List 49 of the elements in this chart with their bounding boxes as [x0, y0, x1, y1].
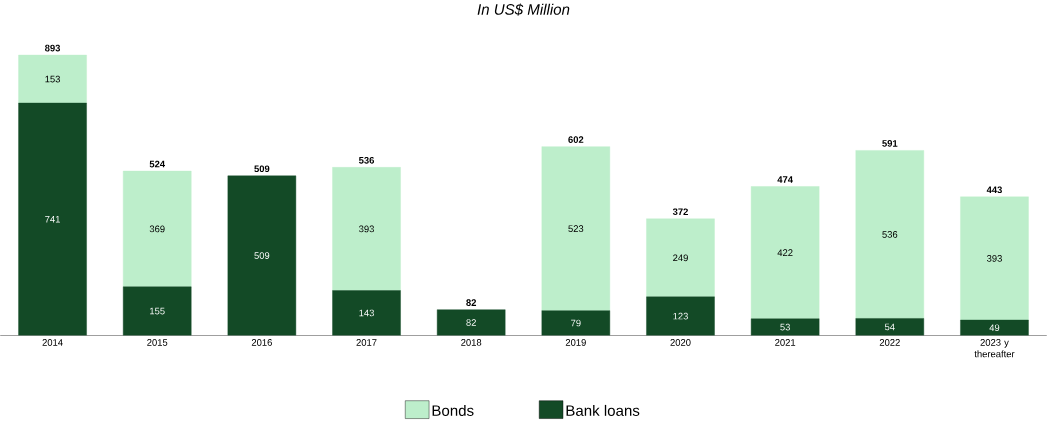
bar	[18, 55, 87, 104]
x-tick-label: 2023 y thereafter	[974, 339, 1015, 358]
data-label: 523	[568, 225, 584, 233]
data-label: 393	[359, 225, 374, 233]
x-tick-label: 2019	[565, 339, 586, 346]
bar	[541, 146, 611, 312]
total-label: 893	[44, 44, 61, 52]
data-label: 123	[673, 313, 688, 320]
data-label: 53	[780, 323, 790, 331]
data-label: 155	[150, 308, 165, 315]
total-label: 509	[254, 165, 270, 173]
x-tick-label: 2015	[147, 339, 168, 346]
data-label: 509	[254, 252, 270, 260]
data-label: 153	[45, 75, 60, 83]
legend-label: Bank loans	[566, 405, 640, 417]
bar	[960, 196, 1029, 321]
data-label: 143	[359, 309, 374, 317]
data-label: 82	[466, 319, 476, 327]
x-tick-label: 2020	[670, 339, 691, 346]
bar	[332, 167, 401, 291]
data-label: 49	[989, 324, 1000, 332]
data-label: 422	[777, 249, 793, 257]
chart-title: In US$ Million	[477, 3, 570, 16]
bar	[855, 150, 925, 319]
total-label: 524	[149, 160, 166, 168]
total-label: 591	[882, 140, 898, 147]
total-label: 443	[986, 186, 1002, 194]
bar	[122, 171, 192, 288]
x-tick-label: 2017	[356, 339, 377, 346]
total-label: 602	[568, 136, 584, 144]
x-tick-label: 2021	[775, 339, 796, 346]
total-label: 536	[358, 157, 375, 164]
data-label: 249	[673, 254, 688, 262]
bar	[750, 186, 820, 320]
total-label: 372	[672, 208, 688, 216]
data-label: 369	[149, 225, 165, 233]
total-label: 474	[777, 176, 793, 183]
data-label: 54	[884, 323, 895, 331]
x-tick-label: 2018	[461, 339, 482, 346]
x-tick-label: 2016	[251, 339, 272, 346]
data-label: 536	[882, 231, 898, 239]
total-label: 82	[466, 299, 477, 307]
data-label: 741	[45, 216, 60, 223]
bar	[646, 218, 715, 298]
legend-label: Bonds	[432, 405, 474, 417]
x-tick-label: 2022	[879, 339, 900, 346]
x-tick-label: 2014	[42, 339, 63, 346]
data-label: 79	[571, 319, 581, 327]
data-label: 393	[986, 255, 1002, 262]
